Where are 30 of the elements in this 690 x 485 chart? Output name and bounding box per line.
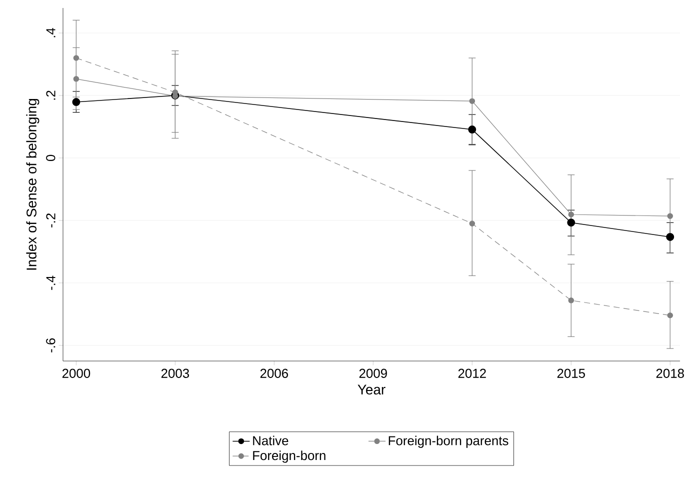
point: [666, 232, 674, 241]
legend-label: Foreign-born: [253, 450, 326, 463]
x-tick-label: 2000: [62, 368, 90, 378]
point: [667, 312, 673, 318]
point: [468, 126, 476, 134]
x-tick-label: 2012: [458, 368, 486, 378]
x-tick-label: 2018: [656, 368, 684, 378]
y-tick-label: -.6: [46, 338, 56, 352]
point: [568, 298, 574, 304]
x-tick-label: 2009: [359, 368, 387, 378]
y-tick-label: -.4: [46, 276, 56, 290]
legend-label: Native: [253, 436, 288, 446]
point: [72, 98, 80, 106]
y-axis-title: Index of Sense of belonging: [26, 98, 40, 270]
x-tick-label: 2015: [557, 368, 585, 378]
x-tick-label: 2003: [161, 368, 190, 378]
point: [469, 98, 476, 104]
point: [73, 76, 80, 82]
y-tick-label: .2: [46, 90, 56, 100]
point: [469, 220, 476, 226]
point: [567, 218, 576, 227]
point: [73, 55, 80, 61]
y-tick-label: .4: [46, 28, 56, 38]
y-tick-label: -.2: [46, 214, 56, 228]
point: [568, 212, 574, 218]
x-tick-label: 2006: [260, 368, 288, 378]
x-axis-title: Year: [358, 384, 386, 395]
legend-label: Foreign-born parents: [388, 436, 508, 448]
point: [667, 213, 673, 219]
y-tick-label: 0: [46, 154, 56, 162]
